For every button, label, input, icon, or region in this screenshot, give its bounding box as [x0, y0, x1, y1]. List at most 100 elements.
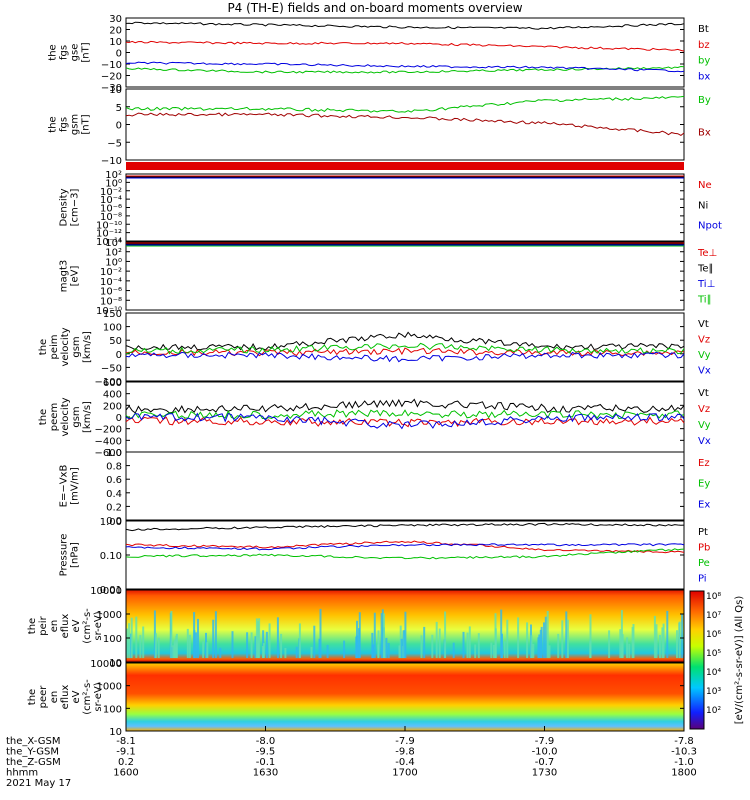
ion-spectrogram-streak	[319, 608, 322, 658]
y-tick-label: 20	[109, 26, 122, 37]
ion-spectrogram-streak	[589, 640, 592, 658]
series-vy-line	[125, 409, 685, 420]
colorbar-tick-label: 10³	[706, 687, 721, 697]
ion-spectrogram-streak	[214, 611, 217, 658]
ion-spectrogram-streak	[170, 611, 173, 658]
y-tick-label: 10⁻¹²	[96, 229, 122, 240]
x-tick-label: -9.1	[116, 747, 136, 758]
panel-frame	[125, 451, 685, 521]
y-axis-label: the	[27, 689, 38, 705]
y-axis-label: eflux	[60, 614, 71, 639]
y-tick-label: 0.8	[106, 462, 122, 473]
ion-spectrogram-streak	[295, 646, 298, 658]
y-axis-label: [km/s]	[82, 401, 93, 433]
ion-spectrogram-streak	[557, 633, 560, 658]
ion-spectrogram-streak	[540, 626, 543, 658]
y-axis-label: [mV/m]	[70, 467, 81, 505]
x-row-label: the_Y-GSM	[6, 747, 59, 758]
ion-spectrogram-streak	[157, 637, 160, 658]
y-axis-label: Density	[59, 188, 70, 226]
ion-spectrogram-streak	[385, 637, 388, 658]
x-tick-label: -7.9	[535, 736, 555, 747]
ion-spectrogram-streak	[380, 613, 383, 658]
ion-spectrogram-streak	[197, 618, 199, 658]
y-axis-label: eV	[71, 690, 82, 703]
x-row-label: the_X-GSM	[6, 736, 60, 747]
ion-spectrogram-streak	[494, 628, 497, 658]
y-tick-label: 5	[116, 103, 122, 114]
ion-spectrogram-streak	[172, 645, 175, 658]
x-tick-label: -8.1	[116, 736, 136, 747]
y-axis-label: [km/s]	[82, 331, 93, 363]
ion-spectrogram-streak	[438, 628, 441, 658]
legend-item: Vt	[698, 319, 709, 330]
ion-spectrogram-streak	[258, 618, 261, 658]
y-axis-label: [nT]	[81, 114, 92, 134]
colorbar-tick-label: 10⁶	[706, 630, 721, 640]
y-axis-label: peir	[38, 615, 49, 635]
ion-spectrogram-streak	[566, 619, 569, 658]
y-tick-label: 0	[116, 350, 122, 361]
y-axis-label: gse	[70, 44, 81, 62]
ion-spectrogram-streak	[661, 627, 664, 658]
ion-spectrogram-streak	[188, 634, 191, 658]
legend-item: Te⊥	[697, 248, 717, 259]
quality-flag-bar	[126, 162, 684, 170]
ion-spectrogram-streak	[186, 628, 189, 658]
legend-item: Ne	[698, 180, 712, 191]
y-tick-label: 0.6	[106, 475, 122, 486]
ion-spectrogram-streak	[538, 634, 541, 658]
y-tick-label: −10	[101, 156, 122, 167]
ion-spectrogram-streak	[326, 644, 329, 658]
ion-spectrogram-streak	[298, 623, 301, 658]
y-axis-label: (cm²-s-	[82, 608, 93, 644]
y-axis-label: [nT]	[81, 42, 92, 62]
x-tick-label: 1800	[671, 768, 696, 779]
ion-spectrogram-streak	[139, 635, 142, 658]
ion-spectrogram-streak	[444, 611, 447, 658]
ion-spectrogram-streak	[501, 633, 503, 658]
x-tick-label: -10.0	[532, 747, 558, 758]
y-axis-label: magt3	[59, 260, 70, 293]
y-tick-label: 0.4	[106, 489, 122, 500]
ion-spectrogram-streak	[387, 643, 390, 658]
y-tick-label: 10⁻¹⁴	[96, 237, 122, 248]
series-pe-line	[125, 548, 685, 560]
ion-spectrogram-streak	[420, 635, 423, 658]
legend-item: Vx	[698, 366, 711, 377]
electron-spectrogram	[126, 663, 684, 731]
ion-spectrogram-streak	[621, 634, 624, 658]
ion-spectrogram-streak	[202, 641, 205, 658]
y-tick-label: 10⁻¹⁰	[96, 220, 122, 231]
ion-spectrogram-streak	[431, 634, 434, 658]
legend-item: bx	[698, 71, 710, 82]
ion-spectrogram-streak	[310, 646, 313, 658]
x-tick-label: -8.0	[256, 736, 276, 747]
ion-spectrogram-streak	[517, 617, 520, 658]
y-tick-label: 30	[109, 14, 122, 25]
ion-spectrogram-streak	[280, 633, 283, 658]
ion-spectrogram-streak	[543, 622, 545, 658]
legend-item: bz	[698, 40, 710, 51]
legend-item: Pe	[698, 558, 710, 569]
ion-spectrogram-streak	[681, 614, 684, 658]
y-tick-label: 10²	[105, 248, 122, 259]
y-axis-label: velocity	[60, 397, 71, 436]
y-axis-label: peer	[38, 685, 49, 709]
y-tick-label: 400	[103, 390, 122, 401]
ion-spectrogram-streak	[632, 624, 635, 658]
y-tick-label: 10⁰	[105, 257, 122, 268]
ion-spectrogram-streak	[262, 643, 265, 658]
y-tick-label: 0	[116, 413, 122, 424]
ion-spectrogram-streak	[128, 623, 131, 658]
y-tick-label: 1.00	[100, 517, 122, 528]
series-vt-line	[125, 398, 685, 414]
ion-spectrogram-streak	[666, 610, 669, 658]
ion-spectrogram-streak	[384, 641, 387, 658]
ion-spectrogram-streak	[255, 618, 258, 658]
x-tick-label: 1600	[113, 768, 138, 779]
y-tick-label: −20	[101, 72, 122, 83]
y-axis-label: fgs	[59, 117, 70, 132]
y-axis-label: the	[38, 409, 49, 425]
ion-spectrogram-streak	[343, 640, 346, 658]
